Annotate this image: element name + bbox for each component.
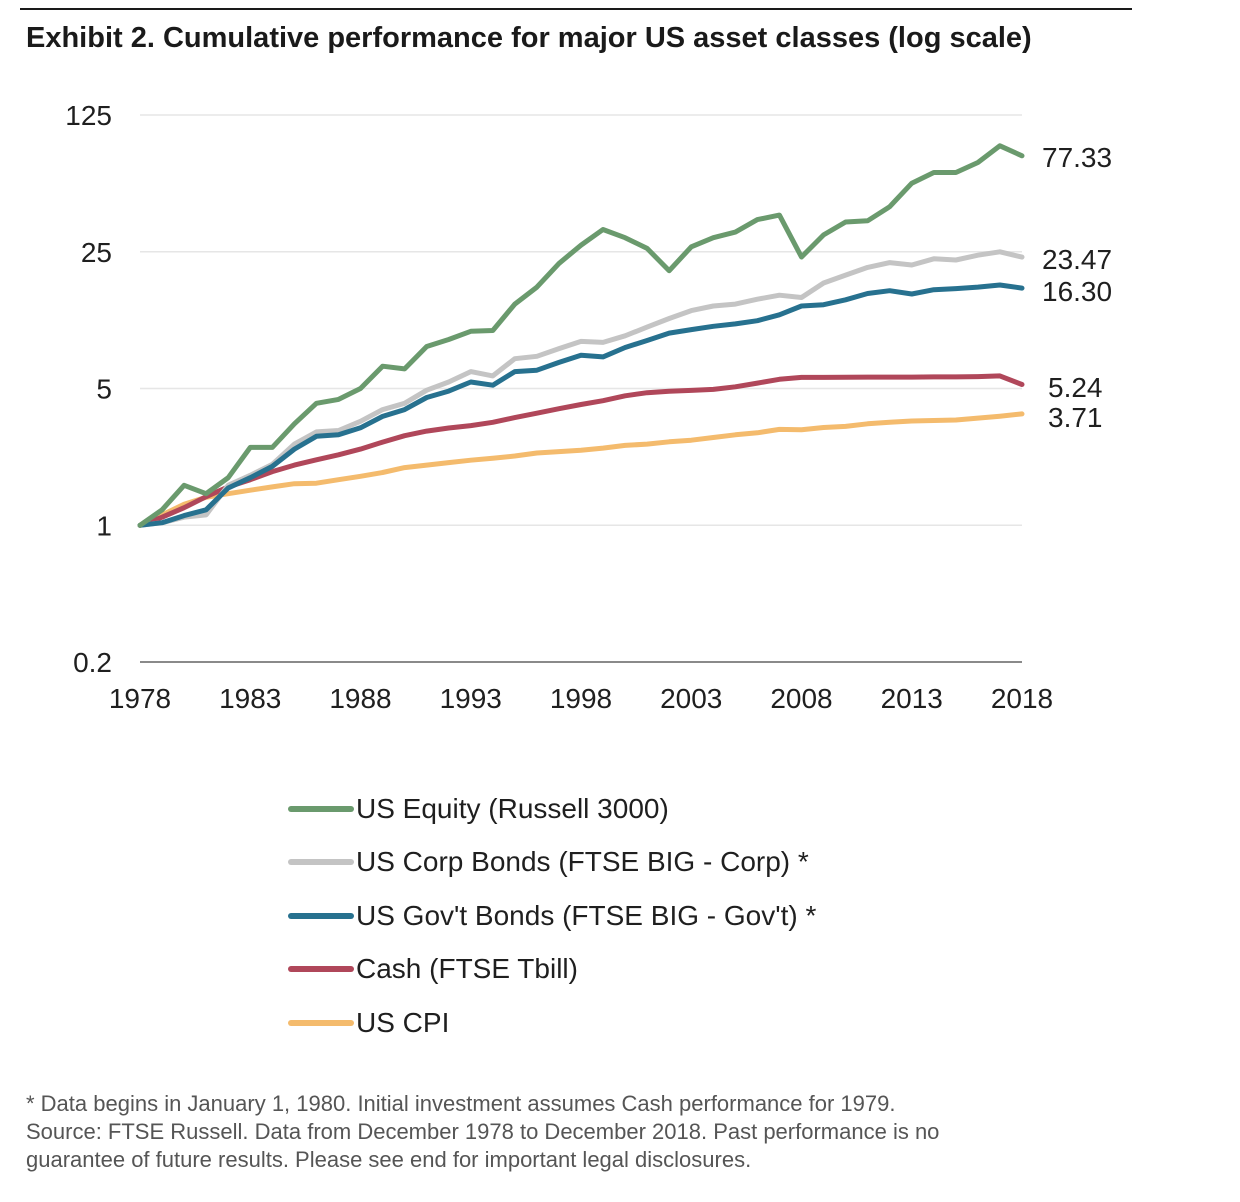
legend-swatch (288, 966, 354, 973)
x-tick-label: 1983 (219, 683, 281, 714)
y-tick-label: 125 (65, 100, 112, 131)
x-tick-label: 2013 (881, 683, 943, 714)
footnote-line: Source: FTSE Russell. Data from December… (26, 1119, 940, 1144)
series-line (137, 143, 1025, 528)
x-tick-label: 1998 (550, 683, 612, 714)
legend-label: US Gov't Bonds (FTSE BIG - Gov't) * (356, 899, 817, 931)
series-line (137, 373, 1025, 528)
footnote-line: guarantee of future results. Please see … (26, 1147, 752, 1172)
chart-title: Exhibit 2. Cumulative performance for ma… (26, 22, 1032, 54)
series-line (137, 282, 1025, 528)
end-value-label: 5.24 (1048, 372, 1103, 403)
footnote-line: * Data begins in January 1, 1980. Initia… (26, 1091, 896, 1116)
legend-swatch (288, 859, 354, 866)
series-line (137, 411, 1025, 528)
x-tick-label: 2008 (770, 683, 832, 714)
end-value-label: 16.30 (1042, 276, 1112, 307)
legend-item-us-cpi: US CPI (288, 996, 816, 1050)
legend-item-us-govt-bonds: US Gov't Bonds (FTSE BIG - Gov't) * (288, 889, 816, 943)
legend-item-cash: Cash (FTSE Tbill) (288, 943, 816, 997)
legend-item-us-equity: US Equity (Russell 3000) (288, 782, 816, 836)
legend-label: US Equity (Russell 3000) (356, 792, 669, 824)
x-tick-label: 2018 (991, 683, 1053, 714)
legend: US Equity (Russell 3000) US Corp Bonds (… (288, 782, 816, 1050)
legend-swatch (288, 805, 354, 812)
end-value-label: 77.33 (1042, 142, 1112, 173)
legend-swatch (288, 1019, 354, 1026)
footnote: * Data begins in January 1, 1980. Initia… (26, 1090, 1086, 1174)
y-tick-label: 1 (96, 510, 112, 541)
series-line (137, 249, 1025, 528)
legend-label: US Corp Bonds (FTSE BIG - Corp) * (356, 846, 809, 878)
legend-swatch (288, 912, 354, 919)
x-tick-label: 2003 (660, 683, 722, 714)
legend-label: Cash (FTSE Tbill) (356, 953, 578, 985)
x-tick-label: 1978 (109, 683, 171, 714)
legend-item-us-corp-bonds: US Corp Bonds (FTSE BIG - Corp) * (288, 836, 816, 890)
end-value-label: 23.47 (1042, 244, 1112, 275)
x-tick-label: 1988 (329, 683, 391, 714)
x-tick-label: 1993 (440, 683, 502, 714)
end-value-label: 3.71 (1048, 402, 1103, 433)
top-rule (20, 8, 1132, 10)
y-tick-label: 5 (96, 374, 112, 405)
y-tick-label: 25 (81, 237, 112, 268)
legend-label: US CPI (356, 1006, 450, 1038)
y-tick-label: 0.2 (73, 647, 112, 678)
chart-area: 125 25 5 1 0.2 1978 1983 1988 1993 1998 2003 2008 20… (65, 100, 1112, 714)
